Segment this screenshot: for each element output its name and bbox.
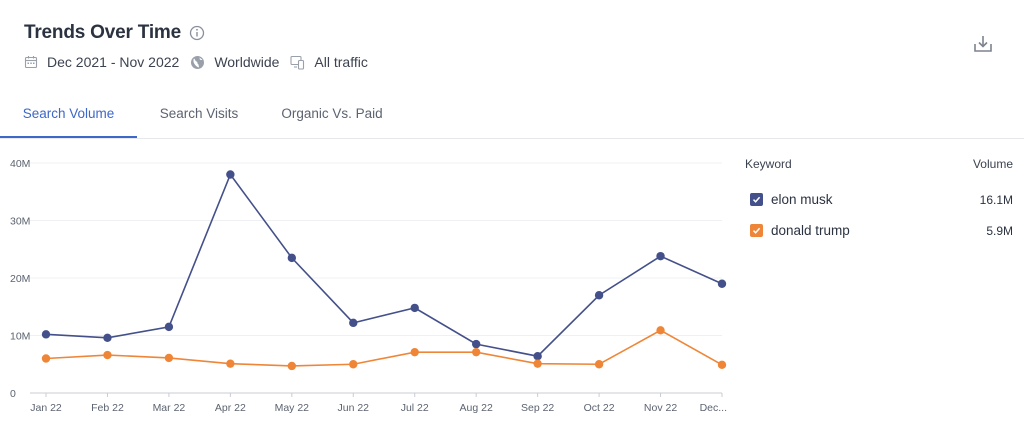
tab-search-volume[interactable]: Search Volume	[0, 92, 137, 138]
calendar-icon	[24, 56, 38, 69]
y-tick-label: 20M	[10, 273, 30, 285]
x-tick-label: Aug 22	[460, 402, 493, 414]
data-point	[41, 354, 51, 363]
legend-keyword: donald trump	[771, 223, 850, 238]
x-tick-label: Sep 22	[521, 402, 554, 414]
region[interactable]: Worldwide	[190, 54, 279, 70]
y-tick-label: 0	[10, 388, 16, 400]
chart-area: 0 10M 20M 30M 40M Jan 22 Feb 22 Mar 22 Apr 22 May…	[0, 139, 730, 425]
globe-icon	[191, 55, 205, 69]
legend-volume-header: Volume	[972, 157, 1013, 171]
data-point	[103, 350, 112, 360]
title-row: Trends Over Time	[24, 22, 205, 44]
date-range[interactable]: Dec 2021 - Nov 2022	[24, 54, 179, 70]
x-tick-label: Jun 22	[338, 402, 370, 414]
tab-search-visits[interactable]: Search Visits	[159, 106, 239, 121]
legend-header: Keyword Volume	[745, 157, 1013, 171]
data-point	[41, 330, 51, 339]
data-point	[410, 303, 419, 313]
y-tick-label: 10M	[10, 331, 30, 343]
data-point	[349, 360, 358, 369]
data-point	[656, 326, 665, 335]
tab-organic-vs-paid[interactable]: Organic Vs. Paid	[281, 106, 383, 121]
traffic-label: All traffic	[314, 54, 368, 70]
data-point	[226, 170, 235, 179]
check-icon	[752, 227, 761, 234]
x-tick-label: Apr 22	[215, 402, 246, 414]
x-tick-label: Jan 22	[30, 402, 62, 414]
x-tick-label: May 22	[275, 402, 310, 414]
series-line-donald-trump	[45, 329, 723, 367]
date-range-label: Dec 2021 - Nov 2022	[47, 54, 180, 70]
legend-item-donald-trump[interactable]: donald trump 5.9M	[745, 215, 1013, 246]
checkbox-elon-musk[interactable]	[750, 193, 763, 206]
legend-item-left: elon musk	[745, 192, 833, 207]
data-point	[656, 251, 665, 261]
x-tick-label: Jul 22	[401, 402, 429, 414]
data-point	[103, 333, 112, 342]
x-tick-label: Feb 22	[91, 402, 124, 414]
data-point	[164, 353, 174, 363]
legend-keyword: elon musk	[771, 192, 833, 207]
info-icon[interactable]	[189, 25, 205, 41]
download-icon	[974, 36, 992, 52]
data-point	[594, 291, 604, 300]
data-point	[594, 360, 604, 369]
checkbox-donald-trump[interactable]	[750, 224, 763, 237]
data-point	[226, 359, 235, 368]
data-point	[410, 347, 419, 357]
data-point	[287, 361, 297, 371]
data-point	[533, 352, 542, 361]
data-point	[471, 339, 481, 349]
legend-item-left: donald trump	[745, 223, 850, 238]
legend-item-elon-musk[interactable]: elon musk 16.1M	[745, 184, 1013, 215]
data-point	[717, 279, 727, 288]
x-tick-label: Mar 22	[153, 402, 186, 414]
y-tick-label: 30M	[10, 216, 30, 228]
series-line-elon-musk	[45, 172, 723, 358]
trend-chart: 0 10M 20M 30M 40M Jan 22 Feb 22 Mar 22 Apr 22 May…	[10, 158, 727, 414]
region-label: Worldwide	[214, 54, 280, 70]
y-tick-label: 40M	[10, 158, 30, 170]
data-point	[349, 318, 358, 328]
x-tick-label: Nov 22	[644, 402, 677, 414]
data-point	[533, 359, 542, 368]
meta-row: Dec 2021 - Nov 2022 Worldwide All traffi…	[24, 54, 379, 70]
legend-volume: 16.1M	[979, 192, 1013, 207]
data-point	[287, 253, 297, 263]
x-tick-label: Dec...	[700, 402, 727, 414]
data-point	[717, 360, 727, 370]
devices-icon	[290, 55, 305, 70]
legend-keyword-header: Keyword	[745, 157, 792, 171]
page-title: Trends Over Time	[24, 22, 181, 43]
download-button[interactable]	[972, 33, 994, 55]
x-tick-label: Oct 22	[584, 402, 615, 414]
check-icon	[752, 196, 761, 203]
traffic[interactable]: All traffic	[290, 54, 368, 70]
legend-volume: 5.9M	[986, 223, 1013, 238]
data-point	[164, 322, 174, 332]
legend: Keyword Volume elon musk 16.1M donald tr…	[745, 157, 1013, 246]
tab-bar: Search Volume Search Visits Organic Vs. …	[0, 92, 1024, 139]
data-point	[471, 347, 481, 357]
